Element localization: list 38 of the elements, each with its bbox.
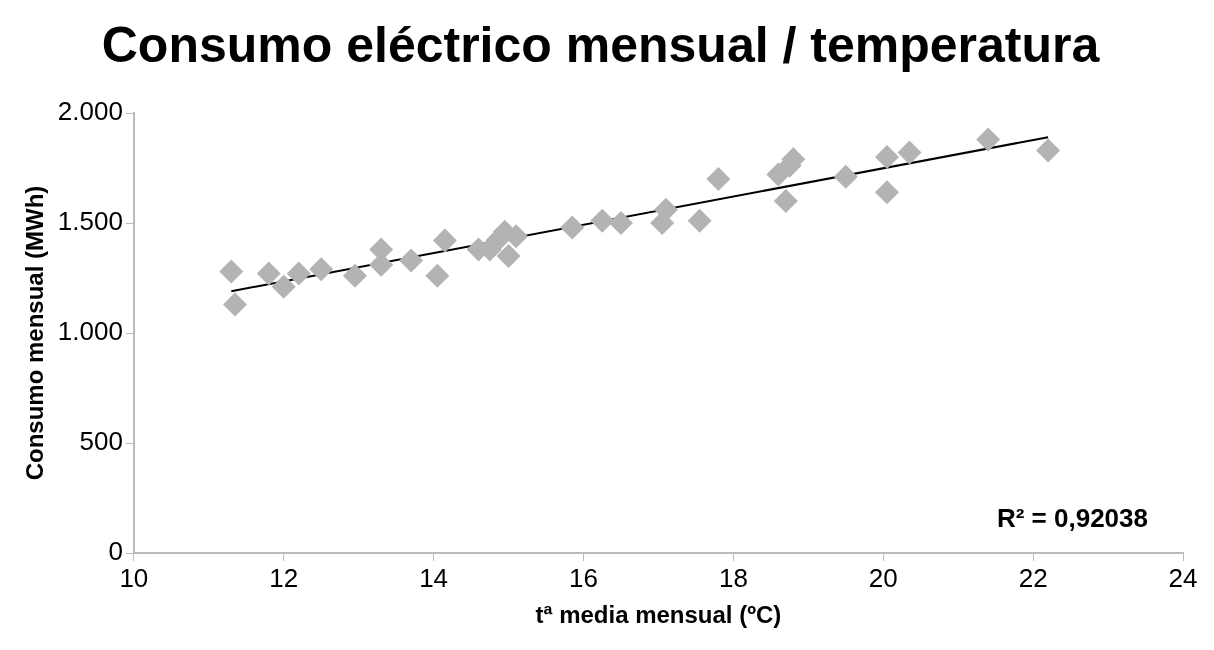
- y-tick-label: 1.000: [57, 316, 123, 347]
- point: [874, 145, 899, 169]
- point: [976, 127, 1001, 152]
- x-tick-label: 22: [1018, 562, 1048, 593]
- point: [687, 208, 712, 233]
- y-axis-title: Consumo mensual (MWh): [21, 185, 49, 481]
- x-tick-label: 14: [419, 562, 449, 593]
- annotation: R² = 0,92038: [996, 503, 1148, 534]
- x-tick-label: 24: [1168, 562, 1198, 593]
- point: [874, 180, 899, 205]
- point: [496, 244, 521, 268]
- point: [223, 292, 248, 317]
- x-axis-title: tª media mensual (ºC): [535, 601, 782, 629]
- point: [286, 261, 311, 286]
- point: [342, 263, 367, 288]
- chart-title: Consumo eléctrico mensual / temperatura: [101, 16, 1101, 73]
- point: [309, 257, 334, 282]
- y-tick-label: 500: [79, 426, 123, 457]
- point: [897, 140, 922, 165]
- x-tick-label: 20: [868, 562, 898, 593]
- x-tick-label: 18: [718, 562, 748, 593]
- point: [560, 215, 585, 240]
- point: [399, 248, 424, 273]
- y-tick-label: 2.000: [57, 96, 123, 127]
- x-tick-label: 12: [269, 562, 299, 593]
- point: [425, 263, 450, 288]
- point: [256, 261, 281, 286]
- point: [773, 189, 798, 213]
- point: [590, 208, 615, 233]
- point: [271, 274, 296, 299]
- point: [1036, 138, 1061, 163]
- point: [608, 211, 633, 235]
- point: [833, 164, 858, 189]
- x-tick-label: 16: [569, 562, 598, 593]
- point: [219, 259, 244, 284]
- point: [706, 167, 731, 191]
- y-tick-label: 1.500: [57, 206, 123, 237]
- point: [432, 228, 457, 253]
